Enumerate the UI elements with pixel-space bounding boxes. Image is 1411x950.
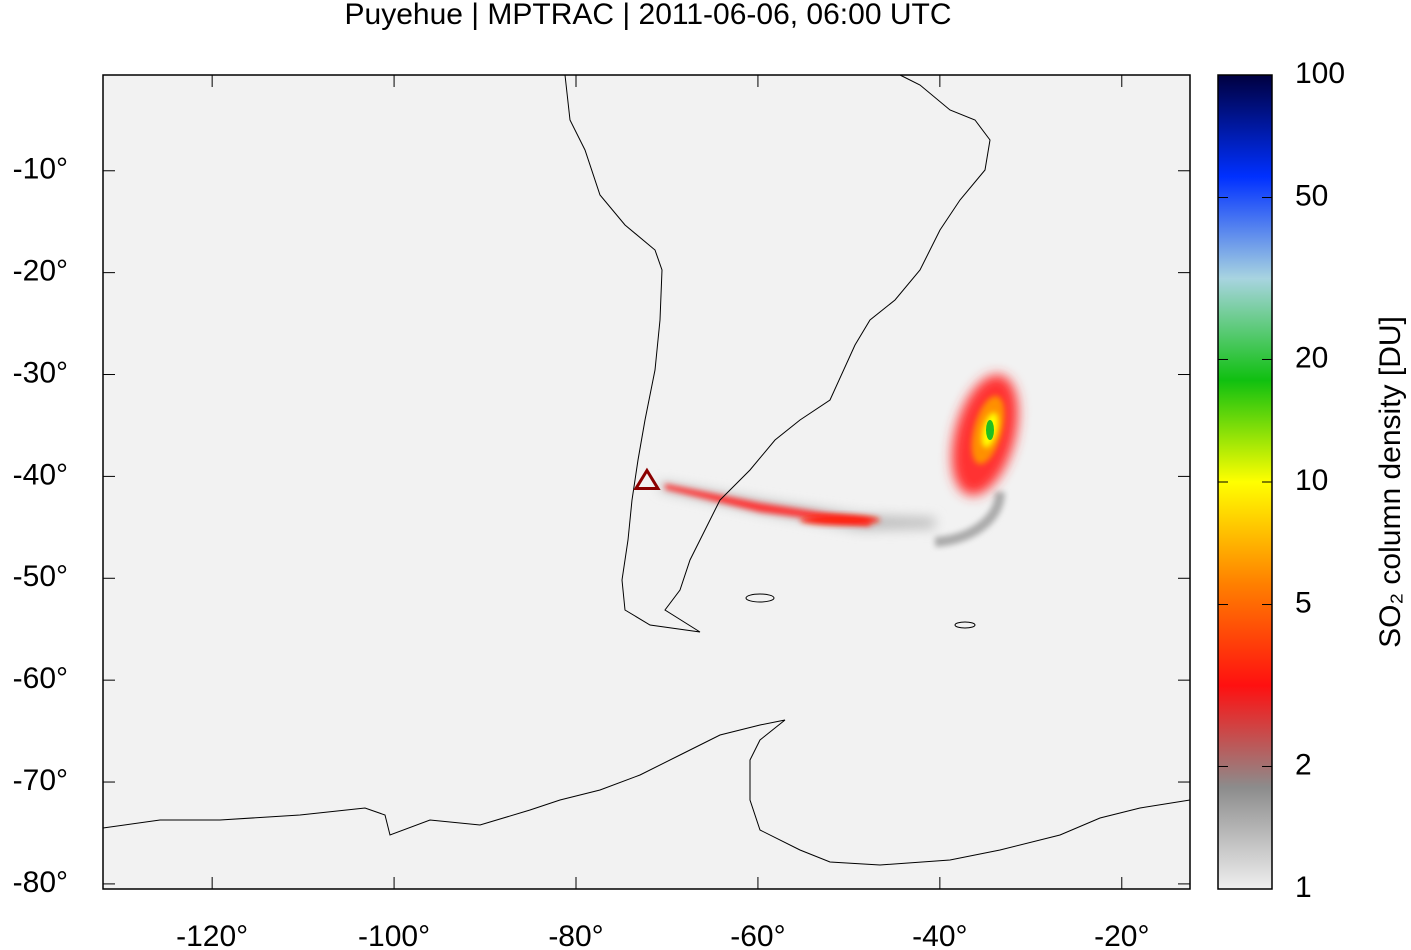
x-tick-label: -80° [548, 920, 603, 950]
colorbar-tick-label: 20 [1295, 341, 1328, 374]
colorbar-tick-label: 1 [1295, 871, 1312, 904]
x-tick-label: -20° [1094, 920, 1149, 950]
y-tick-label: -10° [13, 153, 68, 186]
y-tick-label: -50° [13, 560, 68, 593]
volcano-marker [633, 467, 661, 490]
y-tick-label: -60° [13, 662, 68, 695]
colorbar-tick-label: 10 [1295, 464, 1328, 497]
chart-title: Puyehue | MPTRAC | 2011-06-06, 06:00 UTC [345, 0, 952, 31]
y-tick-label: -20° [13, 255, 68, 288]
x-tick-label: -60° [730, 920, 785, 950]
y-tick-label: -40° [13, 458, 68, 491]
map-background [103, 75, 1190, 889]
plume [660, 374, 1019, 547]
colorbar-tick-label: 5 [1295, 586, 1312, 619]
y-tick-label: -30° [13, 356, 68, 389]
x-tick-label: -120° [176, 920, 248, 950]
colorbar-tick-label: 100 [1295, 57, 1345, 90]
colorbar-tick-label: 50 [1295, 179, 1328, 212]
y-tick-label: -80° [13, 866, 68, 899]
colorbar-tick-label: 2 [1295, 748, 1312, 781]
x-tick-label: -40° [912, 920, 967, 950]
y-tick-label: -70° [13, 764, 68, 797]
plot-frame [102, 74, 1191, 890]
x-tick-label: -100° [358, 920, 430, 950]
coastline [102, 74, 1191, 866]
colorbar-label: SO₂ column density [DU] [1374, 316, 1407, 648]
